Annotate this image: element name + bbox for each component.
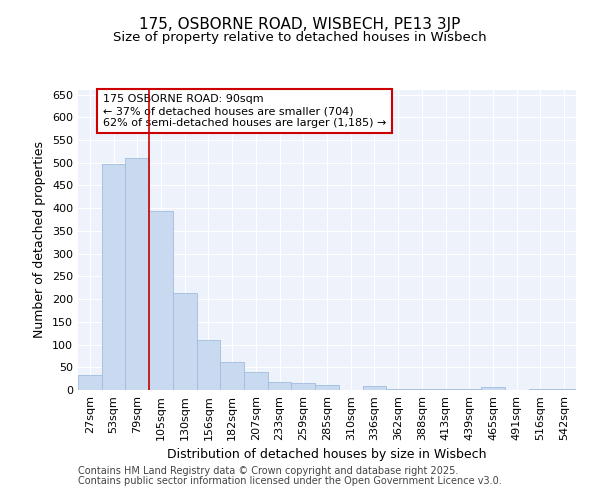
Bar xyxy=(386,389,410,390)
Text: Contains public sector information licensed under the Open Government Licence v3: Contains public sector information licen… xyxy=(78,476,502,486)
Bar xyxy=(173,293,197,390)
Bar xyxy=(244,372,268,390)
Bar xyxy=(197,340,220,390)
Y-axis label: Number of detached properties: Number of detached properties xyxy=(34,142,46,338)
Bar xyxy=(292,383,315,390)
Bar xyxy=(481,387,505,390)
Bar xyxy=(529,389,552,390)
Bar xyxy=(220,362,244,390)
Bar xyxy=(125,158,149,390)
Bar xyxy=(268,382,292,390)
Bar xyxy=(434,389,457,390)
Text: 175 OSBORNE ROAD: 90sqm
← 37% of detached houses are smaller (704)
62% of semi-d: 175 OSBORNE ROAD: 90sqm ← 37% of detache… xyxy=(103,94,386,128)
Bar xyxy=(457,389,481,390)
Bar xyxy=(362,386,386,390)
Bar xyxy=(410,389,434,390)
X-axis label: Distribution of detached houses by size in Wisbech: Distribution of detached houses by size … xyxy=(167,448,487,461)
Bar xyxy=(315,385,339,390)
Bar xyxy=(552,389,576,390)
Bar xyxy=(102,164,125,390)
Text: 175, OSBORNE ROAD, WISBECH, PE13 3JP: 175, OSBORNE ROAD, WISBECH, PE13 3JP xyxy=(139,18,461,32)
Text: Contains HM Land Registry data © Crown copyright and database right 2025.: Contains HM Land Registry data © Crown c… xyxy=(78,466,458,476)
Text: Size of property relative to detached houses in Wisbech: Size of property relative to detached ho… xyxy=(113,31,487,44)
Bar xyxy=(149,212,173,390)
Bar xyxy=(78,376,102,390)
